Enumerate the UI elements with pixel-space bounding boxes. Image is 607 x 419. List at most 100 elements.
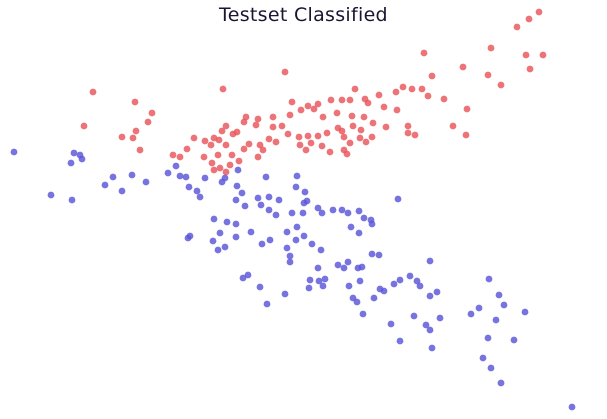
data-point-series-1-56 [247,228,255,236]
data-point-series-0-82 [296,141,304,149]
data-point-series-1-128 [281,290,289,298]
data-point-series-1-61 [216,229,224,237]
data-point-series-0-71 [269,113,277,121]
data-point-series-0-4 [522,51,530,59]
data-point-series-1-69 [286,252,294,260]
data-point-series-0-3 [487,44,495,52]
data-point-series-1-13 [172,162,180,170]
data-point-series-1-113 [422,321,430,329]
data-point-series-0-77 [284,130,292,138]
data-point-series-1-0 [10,148,18,156]
data-point-series-0-43 [449,122,457,130]
data-point-series-1-76 [306,276,314,284]
data-point-series-1-99 [413,277,421,285]
data-point-series-0-104 [254,153,262,161]
data-point-series-0-103 [259,146,267,154]
data-point-series-1-45 [257,201,265,209]
data-point-series-1-116 [410,312,418,320]
data-point-series-0-26 [327,96,335,104]
data-point-series-1-30 [329,206,337,214]
data-point-series-0-40 [404,122,412,130]
data-point-series-0-42 [411,131,419,139]
data-point-series-1-73 [308,240,316,248]
data-point-series-0-101 [245,140,253,148]
data-point-series-1-8 [109,173,117,181]
data-point-series-1-54 [266,236,274,244]
data-point-series-0-32 [319,113,327,121]
data-point-series-0-111 [226,161,234,169]
data-point-series-1-109 [467,310,475,318]
data-point-series-0-52 [118,133,126,141]
data-point-series-0-92 [356,134,364,142]
data-point-series-1-100 [426,257,434,265]
data-point-series-0-12 [428,72,436,80]
data-point-series-0-89 [357,126,365,134]
data-point-series-1-82 [340,264,348,272]
data-point-series-1-70 [286,258,294,266]
data-point-series-1-25 [292,183,300,191]
data-point-series-0-33 [333,109,341,117]
data-point-series-1-121 [487,364,495,372]
data-point-series-1-95 [380,287,388,295]
data-point-series-1-106 [495,291,503,299]
data-point-series-1-14 [176,172,184,180]
data-point-series-0-50 [80,122,88,130]
data-point-series-0-45 [219,85,227,93]
data-point-series-0-73 [278,122,286,130]
data-point-series-0-94 [368,133,376,141]
data-point-series-1-123 [510,336,518,344]
data-point-series-1-51 [299,209,307,217]
data-point-series-1-4 [67,159,75,167]
data-point-series-0-63 [218,127,226,135]
data-point-series-0-88 [349,122,357,130]
data-point-series-1-36 [368,220,376,228]
data-point-series-0-76 [272,138,280,146]
data-point-series-0-5 [539,51,547,59]
data-point-series-1-9 [118,187,126,195]
data-point-series-1-5 [47,191,55,199]
data-point-series-0-44 [462,131,470,139]
data-point-series-0-51 [132,127,140,135]
data-point-series-1-23 [262,173,270,181]
data-point-series-1-104 [433,288,441,296]
data-point-series-0-59 [201,137,209,145]
data-point-series-0-18 [440,95,448,103]
data-point-series-0-90 [340,133,348,141]
data-point-series-0-91 [346,139,354,147]
data-point-series-0-20 [351,85,359,93]
data-point-series-0-49 [144,118,152,126]
data-point-series-1-75 [314,264,322,272]
data-point-series-1-62 [209,237,217,245]
data-point-series-0-106 [214,151,222,159]
data-point-series-0-62 [215,136,223,144]
data-point-series-1-110 [492,316,500,324]
data-point-series-0-29 [288,98,296,106]
data-point-series-0-69 [252,121,260,129]
data-point-series-1-40 [238,189,246,197]
data-point-series-0-28 [304,102,312,110]
data-point-series-0-8 [459,63,467,71]
data-point-series-0-81 [307,139,315,147]
data-point-series-0-13 [399,83,407,91]
data-point-series-1-10 [128,171,136,179]
data-point-series-1-119 [484,334,492,342]
data-point-series-1-63 [214,246,222,254]
data-point-series-1-85 [358,263,366,271]
data-point-series-1-91 [353,298,361,306]
data-point-series-0-72 [269,123,277,131]
data-point-series-1-97 [396,276,404,284]
data-point-series-0-78 [295,133,303,141]
data-point-series-1-127 [263,300,271,308]
data-point-series-0-75 [265,135,273,143]
data-point-series-0-36 [380,103,388,111]
data-point-series-1-108 [475,304,483,312]
data-point-series-1-88 [356,277,364,285]
data-point-series-1-72 [300,232,308,240]
data-point-series-1-17 [193,187,201,195]
data-point-series-1-47 [275,196,283,204]
data-point-series-0-80 [314,132,322,140]
data-point-series-0-109 [216,164,224,172]
data-point-series-1-37 [347,223,355,231]
data-point-series-1-24 [293,172,301,180]
data-point-series-1-42 [241,202,249,210]
